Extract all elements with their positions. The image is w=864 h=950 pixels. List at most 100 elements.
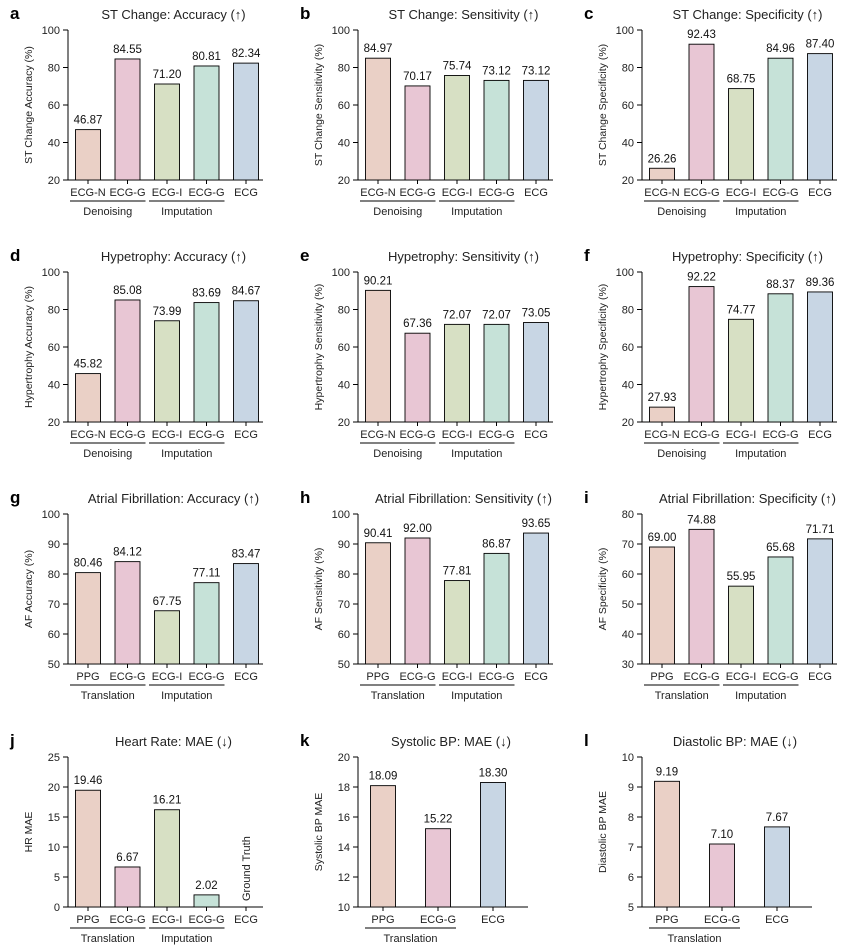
bar-ecg-g <box>767 556 794 665</box>
x-tick-label: ECG-G <box>188 429 224 441</box>
value-label: 7.10 <box>711 829 733 841</box>
group-label: Imputation <box>451 206 502 218</box>
panel-letter: j <box>9 731 15 750</box>
y-tick-label: 80 <box>48 305 60 317</box>
panel-letter: c <box>584 4 593 23</box>
bar-ecg-i <box>728 318 754 423</box>
y-tick-label: 12 <box>338 872 350 884</box>
bar-ecg-g <box>767 57 794 181</box>
y-tick-label: 9 <box>628 782 634 794</box>
x-tick-label: ECG <box>524 187 548 199</box>
y-tick-label: 20 <box>48 175 60 187</box>
y-tick-label: 20 <box>48 782 60 794</box>
y-tick-label: 80 <box>48 569 60 581</box>
value-label: 84.55 <box>113 44 142 56</box>
x-tick-label: ECG-G <box>683 429 719 441</box>
bar-ecg-g <box>193 302 220 423</box>
y-tick-label: 50 <box>48 659 60 671</box>
value-label: 89.36 <box>806 277 835 289</box>
bar-ecg-i <box>154 610 180 665</box>
x-tick-label: ECG-G <box>420 914 456 926</box>
x-tick-label: PPG <box>76 671 99 683</box>
bar-ecg <box>480 782 506 908</box>
group-label: Imputation <box>735 448 786 460</box>
chart-title: Atrial Fibrillation: Specificity (↑) <box>659 491 836 506</box>
bar-ecg-g <box>688 528 715 665</box>
value-label: 92.22 <box>687 272 716 284</box>
y-tick-label: 5 <box>628 902 634 914</box>
bar-ecg-g <box>688 286 715 423</box>
panel-letter: k <box>300 731 310 750</box>
panel-letter: e <box>300 246 309 265</box>
x-tick-label: PPG <box>650 671 673 683</box>
y-tick-label: 20 <box>338 752 350 764</box>
value-label: 84.67 <box>232 286 261 298</box>
y-tick-label: 90 <box>48 539 60 551</box>
value-label: 84.97 <box>364 43 393 55</box>
value-label: 73.12 <box>482 65 511 77</box>
value-label: 90.41 <box>364 528 393 540</box>
value-label: 73.05 <box>522 308 551 320</box>
x-tick-label: ECG-G <box>188 187 224 199</box>
chart-panel-g: g Atrial Fibrillation: Accuracy (↑) AF Acc… <box>10 488 263 702</box>
y-tick-label: 10 <box>622 752 634 764</box>
bar-ecg-g <box>404 537 431 665</box>
bar-ecg-g <box>709 843 735 908</box>
y-tick-label: 40 <box>48 380 60 392</box>
chart-panel-i: i Atrial Fibrillation: Specificity (↑) AF … <box>584 488 837 702</box>
y-axis-label: Systolic BP MAE <box>313 793 325 872</box>
chart-title: ST Change: Sensitivity (↑) <box>388 7 538 22</box>
bar-ecg <box>523 79 549 181</box>
x-tick-label: ECG <box>234 187 258 199</box>
bar-ecg-g <box>193 65 220 181</box>
group-label: Imputation <box>161 690 212 702</box>
value-label: 73.12 <box>522 65 551 77</box>
value-label: 92.00 <box>403 523 432 535</box>
bar-ecg <box>807 53 833 181</box>
bar-ecg-g <box>193 582 220 665</box>
group-label: Translation <box>81 690 135 702</box>
chart-panel-b: b ST Change: Sensitivity (↑) ST Change Sen… <box>300 4 553 218</box>
x-tick-label: ECG-G <box>683 671 719 683</box>
x-tick-label: ECG-G <box>478 187 514 199</box>
value-label: 77.11 <box>193 568 221 580</box>
x-tick-label: ECG-I <box>442 429 473 441</box>
x-tick-label: ECG <box>524 429 548 441</box>
y-tick-label: 60 <box>338 629 350 641</box>
value-label: 7.67 <box>766 812 788 824</box>
group-label: Imputation <box>735 690 786 702</box>
x-tick-label: ECG-N <box>70 429 106 441</box>
y-tick-label: 90 <box>338 539 350 551</box>
bar-ppg <box>370 785 396 908</box>
bar-ecg-i <box>444 580 470 665</box>
value-label: 86.87 <box>482 538 511 550</box>
x-tick-label: ECG-G <box>762 187 798 199</box>
x-tick-label: PPG <box>655 914 678 926</box>
x-tick-label: ECG <box>481 914 505 926</box>
y-tick-label: 40 <box>622 138 634 150</box>
chart-panel-f: f Hypetrophy: Specificity (↑) Hypertrophy … <box>584 246 837 460</box>
value-label: 82.34 <box>232 48 261 60</box>
value-label: 88.37 <box>766 279 795 291</box>
group-label: Translation <box>383 933 437 945</box>
bar-ecg-i <box>728 88 754 181</box>
bar-ecg-g <box>483 79 510 181</box>
x-tick-label: ECG <box>808 429 832 441</box>
group-label: Imputation <box>161 933 212 945</box>
x-tick-label: ECG-G <box>399 671 435 683</box>
group-label: Denoising <box>373 448 422 460</box>
bar-ecg-g <box>688 43 715 181</box>
group-label: Translation <box>371 690 425 702</box>
y-tick-label: 80 <box>622 305 634 317</box>
y-tick-label: 60 <box>622 342 634 354</box>
value-label: 71.71 <box>806 524 835 536</box>
y-tick-label: 100 <box>332 267 350 279</box>
y-axis-label: Hypertrophy Accuracy (%) <box>23 286 35 408</box>
bar-ecg-n <box>649 406 675 423</box>
bar-ecg <box>233 62 259 181</box>
chart-title: Atrial Fibrillation: Sensitivity (↑) <box>375 491 552 506</box>
y-tick-label: 60 <box>48 629 60 641</box>
value-label: 77.81 <box>443 566 472 578</box>
bar-ecg <box>523 532 549 665</box>
